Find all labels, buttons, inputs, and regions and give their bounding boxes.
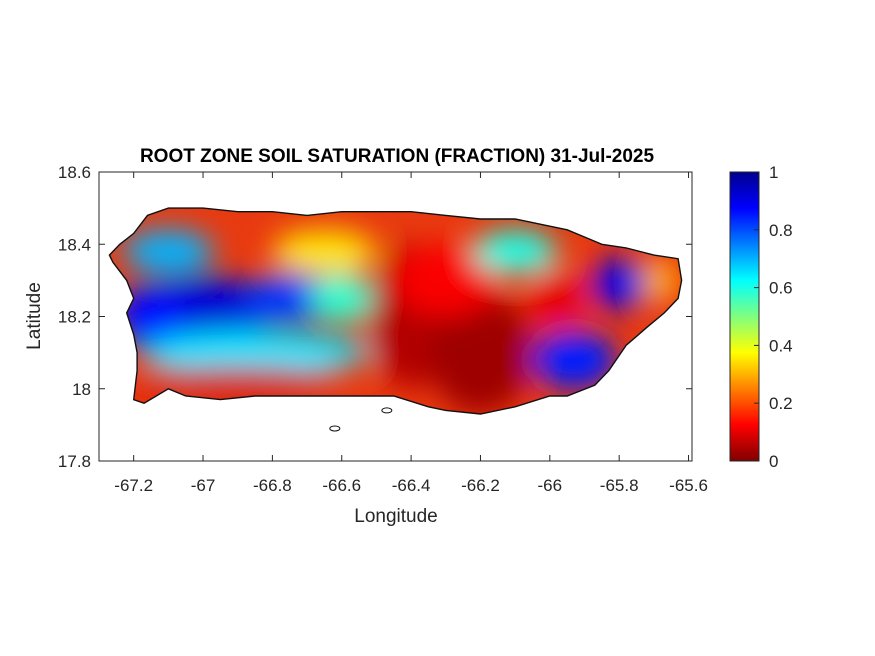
saturation-region-3 <box>123 229 214 274</box>
y-tick-label: 18.6 <box>58 163 91 182</box>
saturation-region-15 <box>529 269 585 328</box>
saturation-region-4 <box>310 273 373 324</box>
saturation-regions <box>116 229 679 414</box>
colorbar-ticks: 0 0.2 0.4 0.6 0.8 1 <box>754 163 793 471</box>
x-tick-label: -66.2 <box>461 476 500 495</box>
saturation-region-14 <box>643 258 679 303</box>
colorbar-tick-label: 0.2 <box>769 394 793 413</box>
offshore-islands <box>329 407 393 432</box>
saturation-region-13 <box>591 258 647 310</box>
x-axis-label: Longitude <box>354 506 437 527</box>
colorbar-tick-label: 1 <box>769 163 778 182</box>
y-tick-label: 18 <box>72 380 91 399</box>
offshore-island-1 <box>381 407 393 414</box>
y-tick-label: 18.2 <box>58 308 91 327</box>
saturation-region-10 <box>393 244 498 317</box>
saturation-region-12 <box>532 330 616 389</box>
colorbar <box>729 171 760 462</box>
coastline <box>108 207 683 415</box>
x-tick-label: -67.2 <box>114 476 153 495</box>
y-axis-label: Latitude <box>24 282 45 350</box>
x-tick-label: -66 <box>538 476 563 495</box>
colorbar-tick-label: 0.8 <box>769 221 793 240</box>
island-heatmap <box>109 208 682 414</box>
x-axis-ticks: -67.2 -67 -66.8 -66.6 -66.4 -66.2 -66 -65.8 -65.… <box>114 172 708 495</box>
y-axis-ticks: 17.8 18 18.2 18.4 18.6 <box>58 163 692 471</box>
offshore-island-0 <box>329 425 341 432</box>
colorbar-tick-label: 0 <box>769 452 778 471</box>
x-tick-label: -67 <box>191 476 216 495</box>
saturation-region-2 <box>244 273 335 324</box>
y-tick-label: 17.8 <box>58 452 91 471</box>
chart-title: ROOT ZONE SOIL SATURATION (FRACTION) 31-… <box>140 146 655 167</box>
saturation-region-11 <box>473 229 557 274</box>
saturation-region-5 <box>272 229 377 274</box>
x-tick-label: -65.8 <box>600 476 639 495</box>
saturation-region-6 <box>140 330 370 375</box>
colorbar-tick-label: 0.4 <box>769 336 793 355</box>
colorbar-tick-label: 0.6 <box>769 279 793 298</box>
x-tick-label: -66.6 <box>322 476 361 495</box>
saturation-region-9 <box>428 291 533 414</box>
x-tick-label: -66.8 <box>253 476 292 495</box>
saturation-region-7 <box>133 367 342 396</box>
x-tick-label: -66.4 <box>392 476 431 495</box>
x-tick-label: -65.6 <box>669 476 708 495</box>
y-tick-label: 18.4 <box>58 235 91 254</box>
